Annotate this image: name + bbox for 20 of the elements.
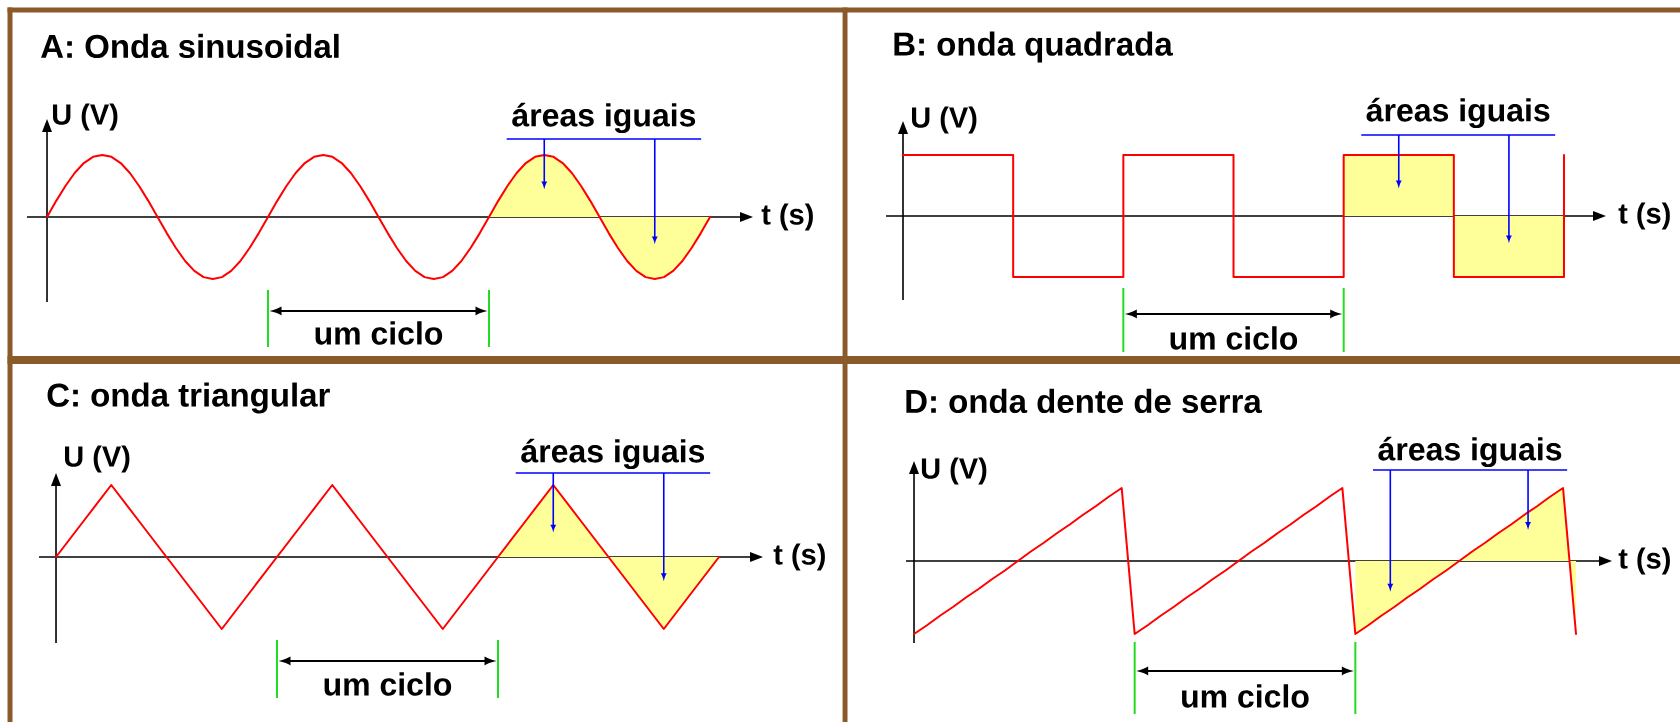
text: áreas iguais [512, 102, 696, 134]
text: áreas iguais [1366, 97, 1550, 129]
text: áreas iguais [521, 438, 705, 470]
y-axis-title: U (V) [921, 457, 987, 485]
text: um ciclo [315, 321, 443, 345]
text: um ciclo [1170, 326, 1298, 350]
text: áreas iguais [1378, 436, 1562, 468]
y-axis-title: U (V) [52, 103, 118, 131]
text: um ciclo [1182, 684, 1309, 708]
y-axis-title: U (V) [64, 445, 130, 473]
y-axis-title: U (V) [911, 106, 977, 134]
x-axis-title: t (s) [773, 543, 825, 571]
text: um ciclo [324, 672, 452, 696]
x-axis-title: t (s) [761, 203, 813, 231]
x-axis-title: t (s) [1618, 547, 1670, 575]
chart-title: D: onda dente de serra [906, 388, 1262, 414]
chart-title: C: onda triangular [47, 382, 330, 414]
chart-title: B: onda quadrada [894, 31, 1173, 63]
chart-title: A: Onda sinusoidal [41, 33, 339, 59]
x-axis-title: t (s) [1618, 202, 1670, 230]
